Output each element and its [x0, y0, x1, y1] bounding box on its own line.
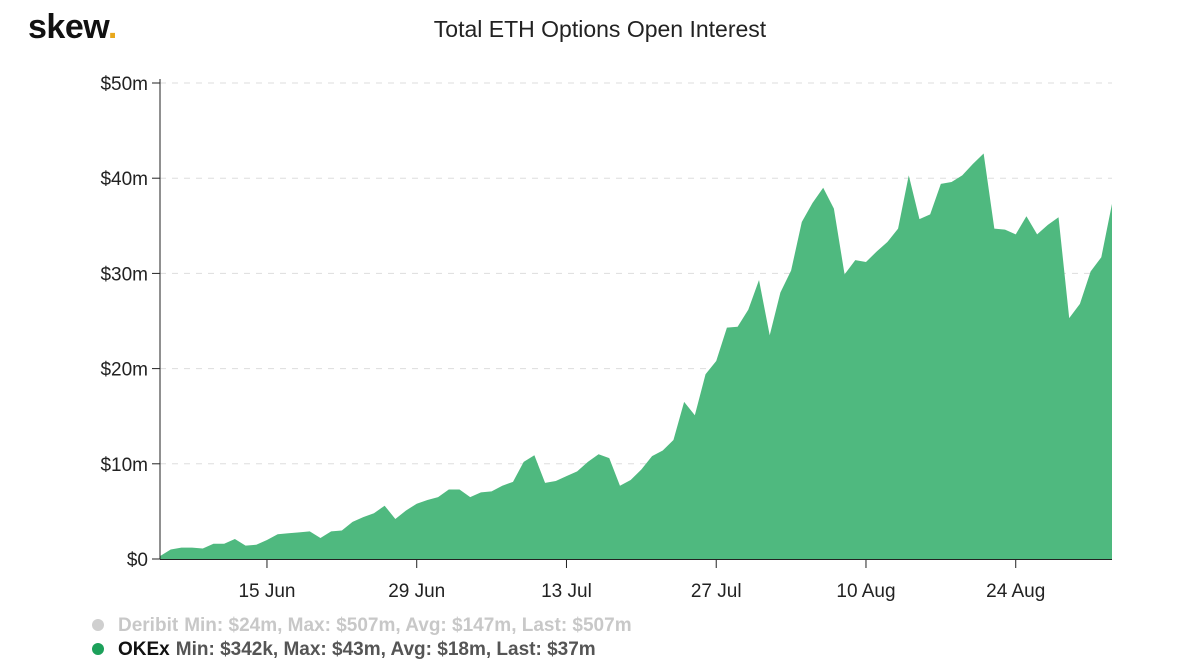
- x-tick-label: 24 Aug: [986, 581, 1045, 602]
- series-area: [160, 153, 1112, 559]
- y-tick-label: $30m: [100, 264, 148, 285]
- x-tick-label: 29 Jun: [388, 581, 445, 602]
- y-tick-label: $20m: [100, 360, 148, 381]
- x-tick-label: 10 Aug: [836, 581, 895, 602]
- y-axis-ticks: $0 $10m $20m $30m $40m $50m: [100, 74, 160, 571]
- y-tick-label: $40m: [100, 169, 148, 190]
- legend-bullet-deribit: [92, 618, 104, 631]
- y-tick-label: $10m: [100, 455, 148, 476]
- y-tick-label: $0: [127, 550, 148, 571]
- legend-item-deribit[interactable]: Deribit Min: $24m, Max: $507m, Avg: $147m…: [92, 615, 632, 637]
- chart-title: Total ETH Options Open Interest: [433, 16, 767, 42]
- y-tick-label: $50m: [100, 74, 148, 95]
- legend-item-okex[interactable]: OKEx Min: $342k, Max: $43m, Avg: $18m, La…: [92, 639, 596, 661]
- legend-bullet-okex: [92, 642, 104, 655]
- x-tick-label: 13 Jul: [541, 581, 592, 602]
- x-axis-ticks: 15 Jun 29 Jun 13 Jul 27 Jul 10 Aug 24 Aug: [238, 559, 1045, 602]
- axes: [159, 79, 1112, 560]
- okex-area: [160, 153, 1112, 559]
- x-tick-label: 15 Jun: [238, 581, 295, 602]
- skew-logo: skew.: [28, 8, 117, 46]
- x-tick-label: 27 Jul: [691, 581, 742, 602]
